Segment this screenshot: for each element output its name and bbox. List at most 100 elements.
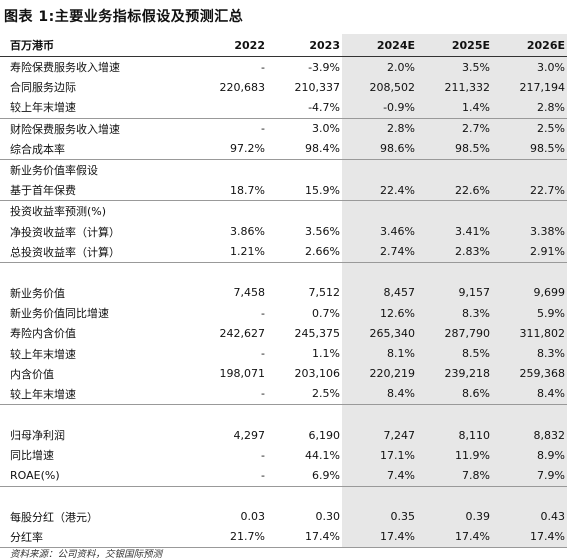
table-cell: 210,337 [294,80,341,94]
table-cell: 21.7% [192,526,267,548]
table-row: 投资收益率预测(%) [0,200,567,222]
table-row: 综合成本率 97.2% 98.4% 98.6% 98.5% 98.5% [0,138,567,160]
table-cell: 220,683 [219,80,266,94]
table-cell: 寿险保费服务收入增速 [10,61,120,75]
table-cell: 5.9% [492,303,567,324]
table-cell: 8.3% [417,303,492,324]
table-cell: 11.9% [417,445,492,466]
table-cell: 财险保费服务收入增速 [10,122,120,136]
table-cell: 0.30 [315,510,341,524]
table-cell: 311,802 [492,323,567,344]
table-cell: 98.4% [267,138,342,160]
table-cell [267,262,342,283]
table-cell [492,404,567,425]
table-row: ROAE(%) -6.9% 7.4% 7.8% 7.9% [0,465,567,487]
table-cell: 净投资收益率（计算） [10,225,120,239]
table-cell [267,405,342,426]
table-row: 新业务价值 7,458 7,512 8,457 9,157 9,699 [0,282,567,304]
table-cell: 3.86% [230,225,265,239]
table-cell: 7,458 [233,286,266,300]
table-cell: - [261,347,265,361]
table-cell: - [261,122,265,136]
table-cell: 8.6% [417,383,492,405]
table-cell [492,200,567,222]
table-cell: 2.66% [267,241,342,263]
table-cell: 归母净利润 [10,429,65,443]
table-cell [492,262,567,283]
table-cell [342,200,417,222]
table-cell: 198,071 [219,367,266,381]
table-row: 净投资收益率（计算） 3.86% 3.56% 3.46% 3.41% 3.38% [0,221,567,242]
table-cell: 新业务价值率假设 [10,164,98,178]
table-cell: 0.39 [417,506,492,527]
table-cell: 17.4% [267,526,342,548]
table-cell: 22.4% [342,180,417,202]
table-cell: 8,457 [342,282,417,304]
table-cell: 7.8% [417,465,492,487]
table-row: 百万港币 2022 2023 2024E 2025E 2026E [0,34,567,57]
table-cell: 2.8% [342,118,417,139]
table-cell: 98.5% [492,138,567,160]
table-cell: 17.4% [417,526,492,548]
table-cell: 98.6% [342,138,417,160]
table-cell: 2.74% [342,241,417,263]
table-cell [192,405,267,426]
table-cell: 1.4% [417,97,492,119]
table-cell [417,159,492,181]
table-cell [267,159,342,180]
table-cell: 综合成本率 [0,138,192,160]
table-cell: 242,627 [219,326,266,340]
table-row: 较上年末增速 -4.7% -0.9% 1.4% 2.8% [0,97,567,119]
table-cell: 较上年末增速 [0,97,192,119]
table-cell: 同比增速 [10,449,54,463]
table-cell [492,486,567,507]
table-cell: - [192,465,267,487]
table-cell: 211,332 [417,77,492,98]
table-cell: 新业务价值同比增速 [10,307,109,321]
table-cell: 内含价值 [10,367,54,381]
table-row: 内含价值 198,071 203,106 220,219 239,218 259,368 [0,363,567,384]
table-cell: 8,832 [492,425,567,446]
table-row: 较上年末增速 - 1.1% 8.1% 8.5% 8.3% [0,343,567,364]
table-cell: - [192,383,267,405]
table-cell [192,262,267,283]
table-cell: 每股分红（港元） [10,510,98,524]
table-cell: - [261,306,265,320]
table-cell: -3.9% [308,60,340,74]
table-cell: 较上年末增速 [0,383,192,405]
table-cell: 2.7% [417,118,492,139]
table-cell: 7,512 [308,286,341,300]
table-cell: 9,157 [417,282,492,304]
table-row: 同比增速 - 44.1% 17.1% 11.9% 8.9% [0,445,567,466]
table-cell: 8.4% [342,383,417,405]
table-cell [192,97,267,119]
table-cell: 217,194 [492,77,567,98]
table-cell: 2024E [342,34,417,57]
table-cell: 3.46% [342,221,417,242]
table-cell: 3.56% [305,225,340,239]
table-cell: - [261,448,265,462]
table-cell: ROAE(%) [0,465,192,487]
table-cell: 2.91% [492,241,567,263]
table-cell: 8.9% [492,445,567,466]
table-cell: 0.03 [240,510,266,524]
table-cell: 17.4% [492,526,567,548]
table-cell: 7.9% [492,465,567,487]
table-cell [417,200,492,222]
table-cell: 22.6% [417,180,492,202]
table-cell: 2.5% [492,118,567,139]
table-row: 新业务价值同比增速 - 0.7% 12.6% 8.3% 5.9% [0,303,567,324]
table-cell: 2.0% [342,56,417,78]
table-cell [492,159,567,181]
table-cell: 17.4% [342,526,417,548]
table-row: 新业务价值率假设 [0,159,567,181]
table-cell: 4,297 [233,428,266,442]
table-cell [417,262,492,283]
table-cell: 1.1% [312,347,340,361]
table-cell: 9,699 [492,282,567,304]
table-cell [342,486,417,507]
table-cell: 2025E [417,34,492,57]
table-cell: 2023 [267,34,342,57]
table-row: 合同服务边际 220,683 210,337 208,502 211,332 217,19… [0,77,567,98]
table-row: 每股分红（港元） 0.03 0.30 0.35 0.39 0.43 [0,506,567,527]
